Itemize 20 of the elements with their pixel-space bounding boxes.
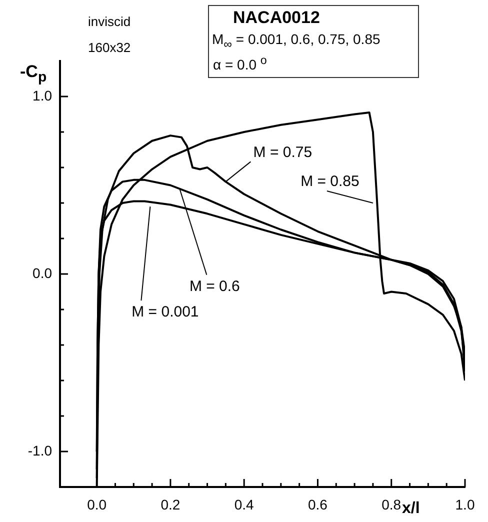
annotation: M = 0.85 [300,173,360,190]
x-axis-title: x/l [402,500,420,518]
x-tick-label: 0.8 [382,496,402,512]
annotation: M = 0.75 [253,144,312,161]
text: inviscid [88,14,131,29]
chart-subtitle: M$_{∞}$ = 0.001, 0.6, 0.75, 0.85 [212,31,380,51]
x-tick-label: 0.4 [234,496,254,512]
y-tick-label: 0.0 [32,264,52,281]
x-tick-label: 0.2 [160,496,180,512]
text: 160x32 [88,40,131,55]
x-tick-label: 0.0 [87,496,107,512]
annotation: α = 0.0 $^{o}$ [213,54,267,73]
chart-title: NACA0012 [233,8,320,28]
x-tick-label: 1.0 [455,496,475,512]
y-tick-label: -1.0 [28,442,52,458]
y-axis-title: -C$_{p}$ [20,62,47,86]
annotation: M = 0.001 [132,304,199,321]
y-tick-label: 1.0 [32,87,52,104]
annotation: M = 0.6 [189,278,240,295]
x-tick-label: 0.6 [308,496,328,512]
